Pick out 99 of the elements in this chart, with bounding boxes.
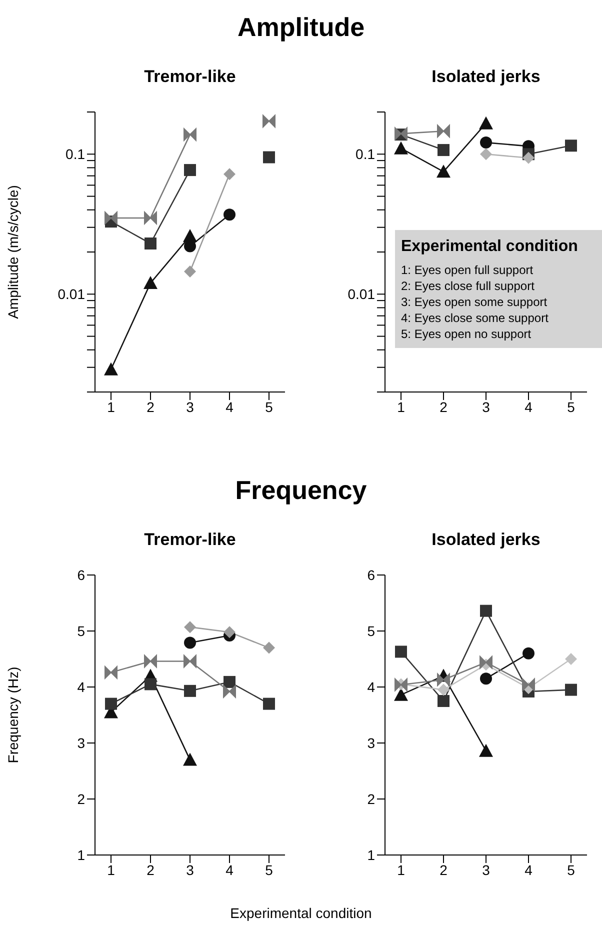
point (479, 116, 493, 130)
text: Amplitude (236, 12, 366, 43)
x-tick-label: 5 (265, 862, 274, 878)
point (480, 604, 492, 617)
point (184, 266, 196, 278)
point (184, 164, 196, 176)
x-tick-label: 1 (107, 862, 116, 878)
point (184, 654, 196, 668)
point (263, 698, 275, 710)
point (144, 238, 156, 250)
point (144, 678, 156, 690)
point (184, 636, 196, 649)
point (480, 148, 492, 160)
point (184, 684, 196, 697)
x-tick-label: 2 (440, 398, 448, 415)
annotation: 1: Eyes open full support (401, 262, 534, 278)
point (184, 128, 196, 142)
point (522, 678, 535, 692)
x-tick-label: 2 (146, 398, 155, 415)
point (394, 688, 408, 701)
point (104, 666, 118, 679)
annotation: 4: Eyes close some support (401, 310, 550, 326)
point (394, 141, 408, 154)
point (144, 211, 157, 224)
point (224, 676, 236, 688)
x-tick-label: 2 (440, 862, 448, 878)
point (395, 646, 407, 658)
point (438, 144, 450, 156)
y-tick-label: 5 (367, 622, 376, 639)
x-tick-label: 5 (567, 862, 576, 878)
point (223, 684, 236, 698)
x-tick-label: 3 (482, 398, 490, 415)
chart-title: Tremor-like (143, 529, 237, 551)
y-tick-label: 1 (77, 846, 86, 863)
x-tick-label: 4 (226, 398, 234, 415)
point (263, 642, 275, 654)
point (224, 208, 236, 221)
point (437, 673, 450, 686)
point (436, 164, 450, 178)
y-tick-label: 5 (77, 622, 86, 639)
x-tick-label: 5 (567, 398, 576, 415)
point (480, 656, 492, 669)
x-axis-title: Experimental condition (229, 905, 373, 921)
point (144, 276, 158, 290)
point (105, 698, 117, 710)
x-tick-label: 4 (226, 862, 234, 878)
y-tick-label: 1 (367, 846, 376, 863)
x-tick-label: 4 (524, 398, 533, 415)
x-tick-label: 4 (524, 862, 533, 878)
point (480, 136, 492, 149)
point (104, 362, 118, 376)
point (565, 653, 577, 665)
text: Frequency (234, 475, 368, 506)
y-axis-title: Amplitude (m/s/cycle) (4, 185, 21, 319)
y-tick-label: 0.1 (66, 146, 86, 162)
point (565, 684, 577, 696)
y-tick-label: 6 (367, 566, 376, 583)
x-tick-label: 3 (186, 862, 194, 878)
point (104, 211, 118, 224)
y-tick-label: 6 (77, 566, 86, 583)
y-tick-label: 2 (77, 790, 86, 807)
point (184, 621, 196, 634)
point (262, 114, 276, 128)
point (224, 168, 236, 180)
y-tick-label: 3 (77, 734, 86, 751)
chart-title: Tremor-like (143, 66, 237, 88)
chart-title: Isolated jerks (430, 529, 542, 551)
y-tick-label: 4 (367, 678, 376, 695)
x-tick-label: 5 (265, 398, 274, 415)
point (183, 752, 197, 766)
chart-title: Isolated jerks (430, 66, 542, 88)
annotation: 5: Eyes open no support (401, 326, 532, 342)
point (522, 647, 534, 660)
point (224, 626, 236, 638)
y-tick-label: 0.01 (58, 286, 86, 302)
point (437, 124, 450, 138)
y-tick-label: 2 (367, 790, 376, 807)
point (565, 140, 577, 152)
y-axis-title: Frequency (Hz) (4, 666, 21, 764)
point (263, 151, 275, 164)
point (480, 672, 492, 685)
x-tick-label: 3 (186, 398, 194, 415)
point (438, 684, 450, 696)
point (438, 695, 450, 707)
x-tick-label: 2 (146, 862, 155, 878)
x-tick-label: 1 (397, 862, 406, 878)
y-tick-label: 3 (367, 734, 376, 751)
y-tick-label: 4 (77, 678, 86, 695)
y-tick-label: 0.01 (348, 286, 376, 302)
point (479, 744, 493, 757)
point (144, 654, 157, 668)
annotation: 3: Eyes open some support (401, 294, 548, 310)
legend-title: Experimental condition (401, 238, 579, 256)
point (522, 152, 534, 164)
x-tick-label: 1 (397, 398, 406, 415)
x-tick-label: 1 (107, 398, 116, 415)
y-tick-label: 0.1 (356, 146, 376, 162)
annotation: 2: Eyes close full support (401, 278, 536, 294)
x-tick-label: 3 (482, 862, 490, 878)
